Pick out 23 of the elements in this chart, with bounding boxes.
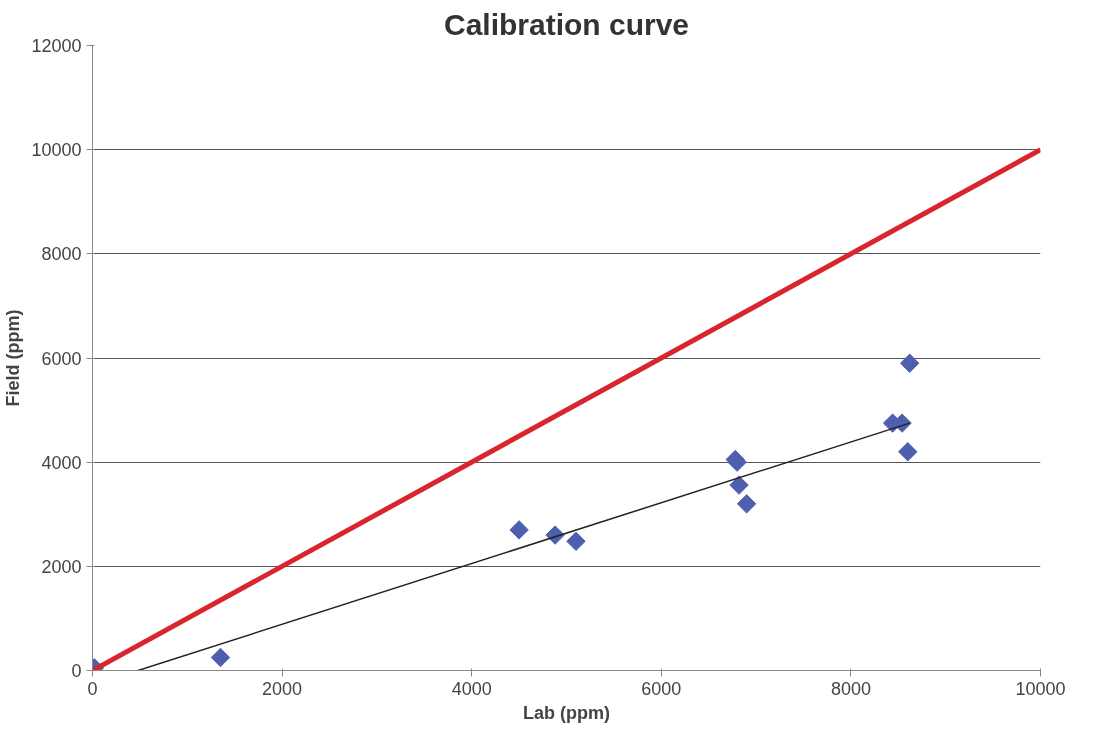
point <box>729 475 749 495</box>
point <box>566 531 586 552</box>
point <box>898 442 918 462</box>
y-tick-label: 2000 <box>41 556 82 577</box>
y-tick-label: 6000 <box>41 348 82 369</box>
y-tick-label: 8000 <box>41 244 82 265</box>
x-tick-label: 2000 <box>262 678 303 699</box>
point <box>736 494 757 514</box>
point <box>509 520 529 540</box>
y-axis-title: Field (ppm) <box>3 309 24 407</box>
x-tick-label: 6000 <box>641 678 682 699</box>
y-tick-label: 4000 <box>41 452 82 473</box>
y-tick-label: 12000 <box>31 36 82 56</box>
x-tick-label: 8000 <box>830 678 871 699</box>
point <box>210 647 231 668</box>
y-tick-label: 10000 <box>31 140 82 161</box>
x-tick-label: 10000 <box>1015 678 1066 699</box>
x-tick-label: 4000 <box>451 678 492 699</box>
point <box>899 353 920 373</box>
chart-title: Calibration curve <box>443 7 690 41</box>
x-tick-label: 0 <box>87 678 98 699</box>
x-axis-title: Lab (ppm) <box>523 702 611 723</box>
y-tick-label: 0 <box>71 661 82 681</box>
